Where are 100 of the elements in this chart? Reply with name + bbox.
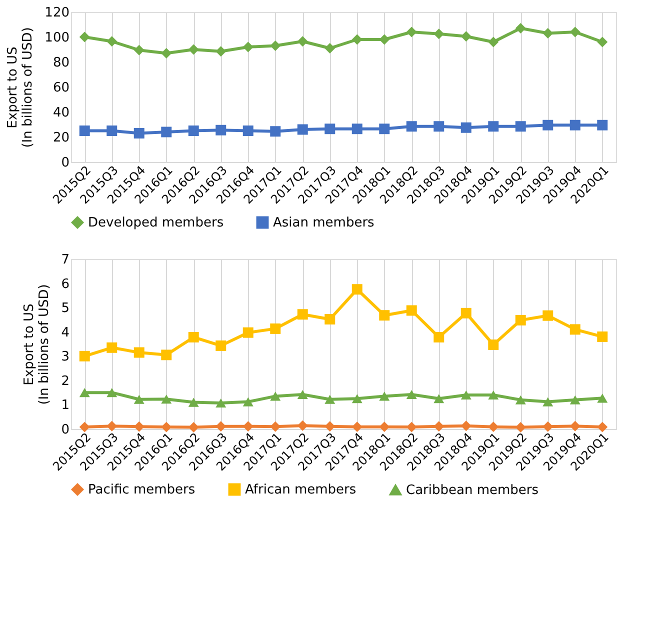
y-axis-title: Export to US (In billions of USD)	[22, 284, 52, 405]
point	[297, 390, 308, 400]
point	[488, 339, 499, 350]
point	[406, 305, 417, 316]
point	[515, 23, 526, 34]
y-tick-label: 7	[61, 252, 70, 268]
point	[324, 394, 336, 404]
point	[161, 394, 172, 404]
point	[324, 124, 336, 134]
point	[406, 422, 417, 432]
point	[434, 394, 444, 404]
y-tick-label: 20	[52, 130, 70, 146]
point	[460, 420, 472, 432]
point	[460, 31, 472, 42]
y-tick-label: 4	[61, 325, 70, 340]
point	[460, 390, 472, 400]
point	[379, 392, 390, 401]
point	[542, 397, 554, 406]
point	[161, 48, 172, 58]
point	[379, 34, 390, 45]
legend-label: Asian members	[273, 216, 375, 231]
legend-label: Pacific members	[88, 482, 196, 498]
point	[515, 121, 526, 132]
point	[542, 310, 554, 321]
point	[570, 395, 580, 404]
point	[488, 422, 499, 432]
point	[324, 43, 336, 54]
point	[134, 347, 144, 358]
point	[297, 309, 308, 320]
y-tick-label: 120	[44, 6, 70, 20]
point	[597, 120, 608, 130]
point	[379, 422, 390, 432]
point	[352, 284, 362, 295]
point	[216, 421, 226, 432]
y-tick-label: 3	[61, 350, 70, 365]
point	[434, 421, 444, 432]
point	[542, 120, 554, 130]
point	[406, 121, 417, 132]
point	[597, 36, 608, 48]
point	[161, 422, 172, 432]
point	[242, 397, 254, 406]
point	[434, 28, 444, 40]
y-tick-label: 80	[52, 56, 70, 70]
point	[134, 44, 144, 56]
legend-label: Developed members	[88, 216, 224, 231]
point	[488, 390, 499, 400]
y-tick-label: 40	[52, 106, 70, 120]
y-tick-label: 60	[52, 80, 70, 96]
point	[406, 26, 417, 38]
point	[242, 421, 254, 432]
point	[106, 420, 118, 432]
point	[188, 332, 199, 342]
y-axis-title: Export to US (In billions of USD)	[6, 27, 36, 148]
point	[134, 421, 144, 432]
point	[434, 332, 444, 342]
point	[188, 44, 199, 55]
y-tick-label: 100	[44, 30, 70, 46]
point	[352, 422, 362, 432]
point	[570, 420, 580, 432]
point	[270, 421, 281, 432]
point	[542, 28, 554, 38]
point	[161, 350, 172, 360]
point	[597, 422, 608, 432]
point	[460, 308, 472, 318]
point	[106, 126, 118, 136]
point	[161, 126, 172, 138]
point	[542, 421, 554, 432]
point	[270, 392, 281, 401]
point	[270, 323, 281, 334]
point	[79, 422, 90, 432]
point	[270, 126, 281, 137]
point	[106, 36, 118, 47]
point	[570, 120, 580, 130]
point	[79, 126, 90, 136]
point	[515, 314, 526, 326]
point	[79, 350, 90, 362]
y-tick-label: 1	[61, 398, 70, 414]
point	[406, 390, 417, 400]
point	[297, 124, 308, 135]
point	[324, 421, 336, 432]
y-tick-label: 2	[61, 374, 70, 389]
point	[79, 32, 90, 42]
legend-label: Caribbean members	[406, 482, 539, 498]
point	[188, 398, 199, 407]
legend-label: African members	[245, 482, 356, 498]
point	[134, 128, 144, 138]
point	[270, 40, 281, 51]
point	[297, 420, 308, 431]
y-tick-label: 5	[61, 301, 70, 316]
point	[597, 394, 608, 403]
point	[460, 122, 472, 133]
point	[216, 398, 226, 408]
point	[242, 42, 254, 52]
point	[352, 34, 362, 45]
point	[352, 124, 362, 134]
point	[570, 324, 580, 335]
point	[216, 340, 226, 351]
point	[570, 26, 580, 38]
point	[188, 422, 199, 433]
y-tick-label: 0	[61, 422, 70, 438]
